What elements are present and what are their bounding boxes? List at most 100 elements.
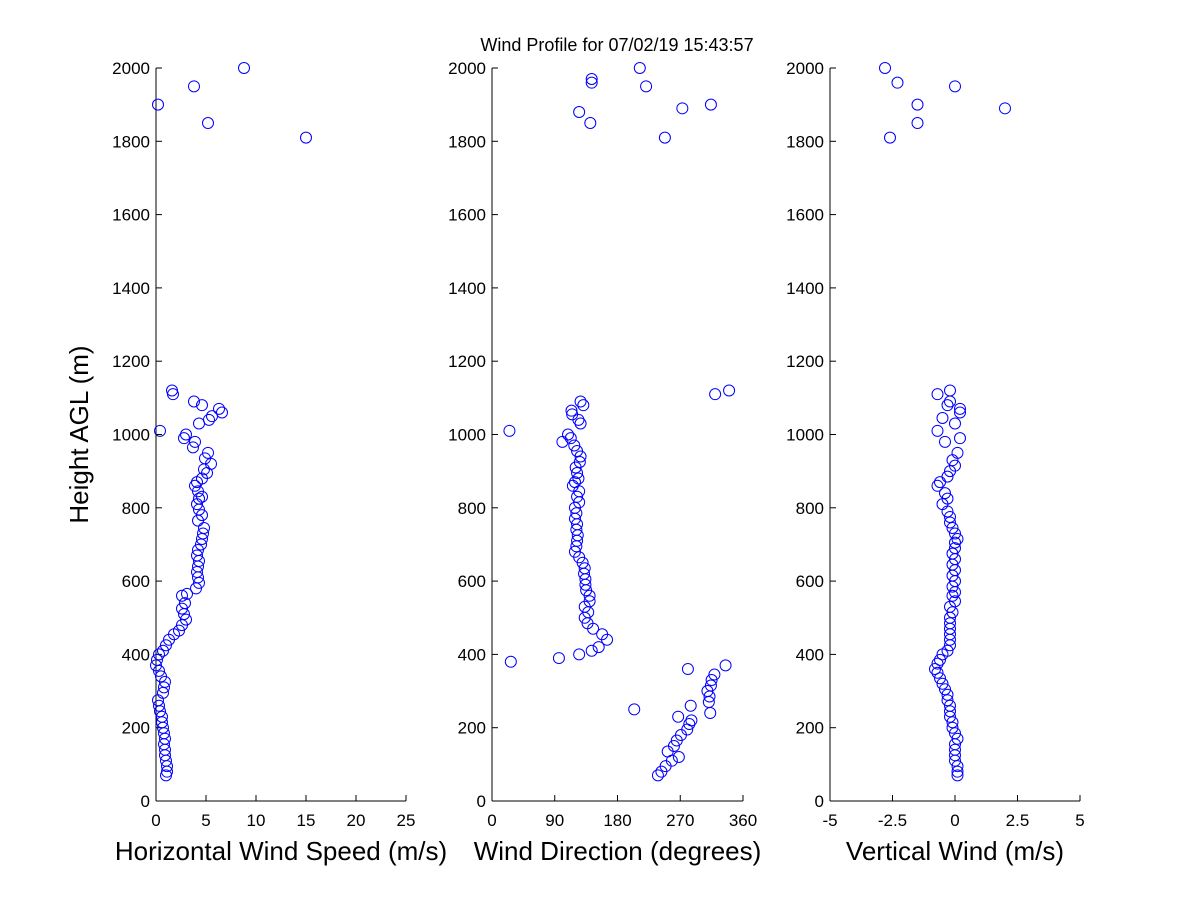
speed-data-point (192, 543, 204, 556)
direction-data-point (564, 432, 577, 445)
vertical-wind-data-point (999, 102, 1011, 115)
direction-data-point (651, 769, 664, 782)
direction-data-point (704, 679, 717, 692)
vertical-wind-data-point (946, 547, 959, 560)
speed-data-point (166, 384, 178, 397)
speed-y-tick-label: 200 (122, 719, 150, 738)
direction-data-point (571, 444, 584, 457)
vertical-wind-data-point (934, 653, 946, 666)
direction-x-axis-title: Wind Direction (degrees) (474, 836, 762, 866)
speed-data-point (300, 131, 312, 144)
vertical-wind-data-point (941, 399, 954, 412)
vertical-wind-data-point (951, 769, 964, 782)
direction-x-tick-label: 270 (666, 811, 694, 830)
vertical-wind-data-point (949, 417, 961, 430)
direction-y-tick-label: 2000 (448, 59, 486, 78)
vertical-wind-data-point (931, 388, 944, 401)
vertical-wind-data-point (944, 705, 956, 718)
vertical-wind-data-point (929, 663, 941, 676)
direction-y-tick-label: 1400 (448, 279, 486, 298)
direction-data-point (570, 507, 583, 520)
vertical-wind-data-point (949, 536, 961, 549)
speed-data-point (152, 98, 164, 111)
speed-y-tick-label: 0 (141, 792, 150, 811)
vertical-wind-data-point (949, 80, 961, 93)
direction-x-tick-label: 180 (603, 811, 631, 830)
direction-data-point (565, 404, 578, 417)
vertical-wind-y-tick-label: 0 (815, 792, 824, 811)
direction-data-point (578, 562, 591, 575)
vertical-wind-data-point (934, 672, 946, 685)
vertical-wind-y-tick-label: 1200 (786, 352, 824, 371)
vertical-wind-data-point (944, 510, 956, 523)
direction-data-point (592, 641, 605, 654)
vertical-wind-data-point (939, 683, 951, 696)
direction-data-point (585, 644, 598, 657)
direction-data-point (723, 384, 736, 397)
speed-data-point (197, 527, 209, 540)
vertical-wind-y-tick-label: 600 (796, 572, 824, 591)
direction-data-point (585, 72, 598, 85)
speed-x-tick-label: 20 (347, 811, 366, 830)
direction-data-point (573, 105, 586, 118)
speed-data-point (179, 597, 191, 610)
vertical-wind-data-point (949, 542, 961, 555)
vertical-wind-data-point (946, 589, 959, 602)
vertical-wind-y-tick-label: 2000 (786, 59, 824, 78)
speed-data-point (155, 670, 167, 683)
direction-data-point (672, 751, 685, 764)
direction-data-point (672, 710, 685, 723)
speed-data-point (180, 428, 192, 441)
vertical-wind-data-point (949, 527, 961, 540)
vertical-wind-y-tick-label: 1800 (786, 132, 824, 151)
vertical-wind-data-point (911, 116, 924, 129)
vertical-wind-data-point (946, 716, 959, 729)
speed-data-point (196, 509, 208, 522)
speed-y-axis-title: Height AGL (m) (64, 345, 94, 523)
direction-y-tick-label: 1600 (448, 206, 486, 225)
direction-x-tick-label: 360 (729, 811, 757, 830)
speed-x-tick-label: 5 (201, 811, 210, 830)
direction-data-point (708, 668, 721, 681)
vertical-wind-data-point (949, 459, 961, 472)
speed-y-tick-label: 600 (122, 572, 150, 591)
direction-data-point (568, 476, 581, 489)
vertical-wind-x-tick-label: -5 (822, 811, 837, 830)
vertical-wind-data-point (946, 721, 959, 734)
direction-data-point (676, 102, 689, 115)
vertical-wind-data-point (941, 492, 954, 505)
vertical-wind-data-point (944, 384, 956, 397)
speed-data-point (203, 413, 215, 426)
speed-data-point (154, 424, 166, 437)
vertical-wind-x-tick-label: 0 (950, 811, 959, 830)
vertical-wind-data-point (944, 516, 956, 529)
direction-data-point (577, 399, 590, 412)
speed-y-tick-label: 1600 (112, 206, 150, 225)
direction-y-tick-label: 400 (458, 645, 486, 664)
vertical-wind-data-point (951, 532, 964, 545)
speed-panel: 0 200 400 600 800 1000 1200 1400 1600 1800 2000 0 5 1… (64, 59, 447, 866)
direction-data-point (504, 655, 517, 668)
speed-data-point (156, 710, 168, 723)
vertical-wind-y-tick-label: 1600 (786, 206, 824, 225)
direction-data-point (667, 740, 680, 753)
direction-data-point (583, 595, 596, 608)
speed-data-point (238, 62, 250, 74)
direction-data-point (681, 663, 694, 676)
direction-data-point (640, 80, 653, 93)
direction-x-tick-label: 90 (545, 811, 564, 830)
speed-data-point (216, 406, 228, 419)
speed-data-point (176, 602, 188, 615)
speed-data-point (202, 116, 214, 129)
speed-data-point (157, 644, 169, 657)
direction-data-point (709, 388, 722, 401)
vertical-wind-x-tick-label: 2.5 (1006, 811, 1030, 830)
figure-title: Wind Profile for 07/02/19 15:43:57 (480, 35, 753, 55)
vertical-wind-data-point (939, 435, 951, 448)
speed-data-point (199, 452, 211, 465)
vertical-wind-data-point (939, 487, 951, 500)
vertical-wind-data-point (931, 666, 944, 679)
vertical-wind-x-tick-label: 5 (1075, 811, 1084, 830)
speed-x-tick-label: 15 (297, 811, 316, 830)
